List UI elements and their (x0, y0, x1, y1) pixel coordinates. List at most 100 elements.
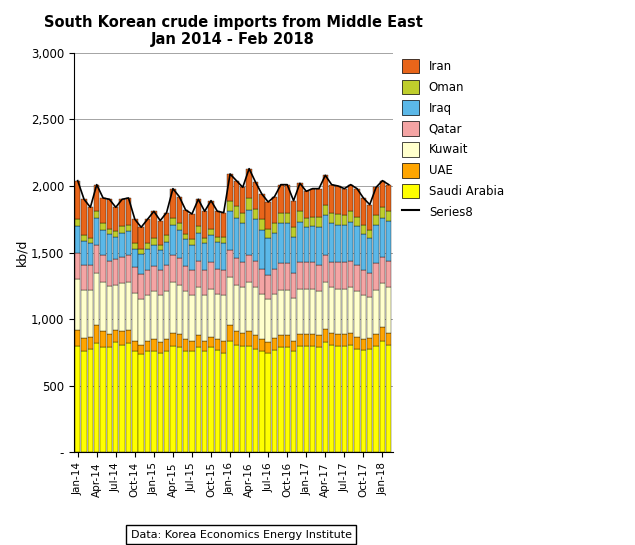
Bar (119, 331, 125, 344)
Bar (81, 235, 87, 240)
Bar (253, 182, 258, 209)
Series8 (156, 217, 164, 224)
Bar (234, 180, 239, 206)
Bar (361, 339, 366, 350)
Bar (335, 334, 341, 346)
Bar (297, 211, 303, 222)
Bar (367, 296, 373, 338)
Bar (323, 204, 328, 215)
Bar (297, 183, 303, 211)
Bar (304, 346, 309, 452)
Bar (354, 189, 360, 216)
Bar (272, 338, 277, 350)
Bar (113, 342, 119, 452)
Bar (145, 295, 150, 341)
Bar (354, 291, 360, 336)
Bar (157, 221, 163, 245)
Bar (88, 348, 93, 452)
Bar (310, 216, 316, 226)
Bar (380, 283, 385, 327)
Bar (132, 351, 138, 452)
Bar (240, 287, 246, 332)
Bar (126, 282, 131, 330)
Bar (138, 354, 144, 452)
Bar (329, 344, 335, 452)
Bar (138, 249, 144, 254)
Bar (202, 238, 208, 243)
Series8 (93, 181, 100, 188)
Bar (323, 175, 328, 204)
Bar (126, 198, 131, 225)
Bar (304, 334, 309, 346)
Series8 (169, 185, 177, 192)
Bar (234, 344, 239, 452)
Bar (94, 211, 100, 218)
Bar (215, 294, 220, 339)
Bar (170, 218, 176, 225)
Bar (342, 262, 347, 288)
Bar (157, 295, 163, 342)
Bar (119, 226, 125, 233)
Bar (151, 339, 157, 351)
Bar (227, 250, 233, 276)
Bar (81, 199, 87, 235)
Series8 (251, 179, 259, 185)
Bar (189, 295, 195, 341)
Series8 (378, 177, 386, 184)
Bar (88, 243, 93, 264)
Bar (177, 223, 182, 230)
Line: Series8: Series8 (77, 168, 389, 227)
Bar (310, 334, 316, 346)
Bar (170, 332, 176, 346)
Bar (88, 264, 93, 290)
Bar (342, 189, 347, 215)
Bar (189, 351, 195, 452)
Bar (215, 339, 220, 350)
Bar (278, 335, 284, 347)
Bar (113, 284, 119, 330)
Bar (253, 209, 258, 219)
Series8 (353, 185, 361, 192)
Bar (386, 332, 392, 344)
Bar (272, 197, 277, 223)
Series8 (137, 224, 145, 231)
Bar (208, 288, 214, 336)
Bar (316, 227, 322, 264)
Bar (81, 240, 87, 264)
Bar (265, 353, 271, 452)
Bar (361, 234, 366, 270)
Bar (278, 290, 284, 335)
Bar (107, 334, 112, 347)
Bar (380, 218, 385, 257)
Bar (265, 299, 271, 342)
Bar (278, 213, 284, 223)
Series8 (239, 184, 246, 191)
Bar (342, 346, 347, 452)
Series8 (302, 188, 310, 195)
Bar (138, 344, 144, 354)
Bar (367, 204, 373, 230)
Bar (202, 351, 208, 452)
Bar (259, 339, 265, 351)
Bar (107, 199, 112, 228)
Bar (107, 261, 112, 286)
Series8 (182, 207, 189, 213)
Bar (132, 293, 138, 341)
Series8 (347, 181, 354, 188)
Bar (265, 342, 271, 353)
Series8 (207, 197, 215, 204)
Bar (100, 255, 106, 282)
Bar (227, 341, 233, 452)
Bar (297, 346, 303, 452)
Bar (157, 342, 163, 353)
Bar (170, 189, 176, 218)
Bar (367, 230, 373, 238)
Bar (310, 346, 316, 452)
Bar (335, 288, 341, 334)
Bar (75, 219, 81, 226)
Bar (164, 235, 170, 242)
Bar (183, 234, 189, 239)
Bar (335, 186, 341, 214)
Bar (183, 351, 189, 452)
Bar (88, 290, 93, 336)
